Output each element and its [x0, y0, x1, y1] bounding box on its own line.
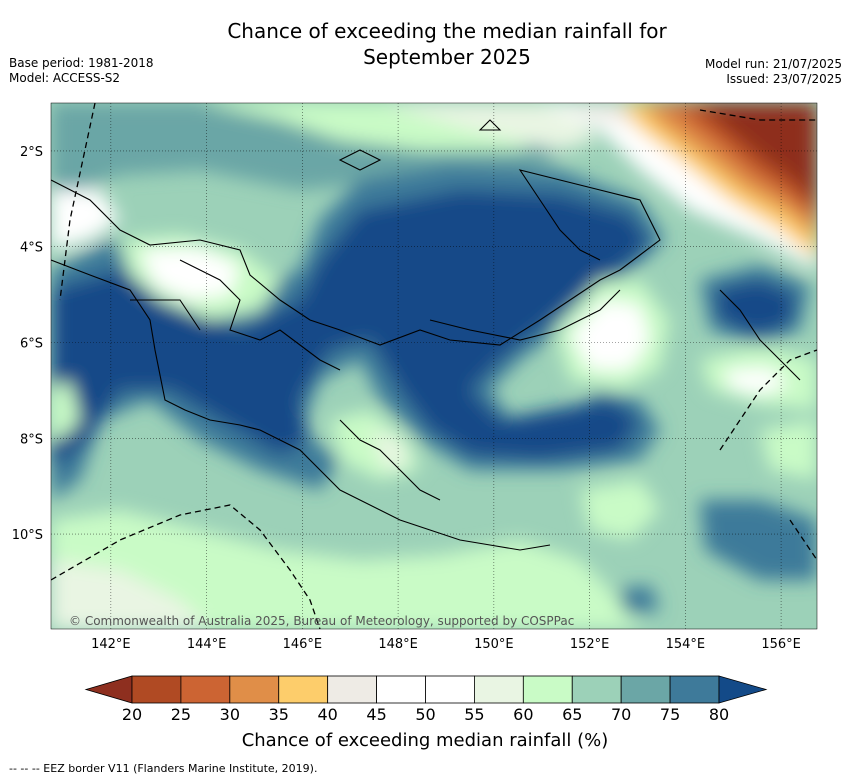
- x-tick-label: 156°E: [761, 637, 801, 652]
- base-period-text: Base period: 1981-2018: [9, 56, 154, 70]
- x-axis-ticks: 142°E 144°E 146°E 148°E 150°E 152°E 154°E 156°E: [91, 637, 801, 652]
- y-tick-label: 8°S: [20, 432, 43, 447]
- x-tick-label: 142°E: [91, 637, 131, 652]
- colorbar-bin: [522, 675, 573, 704]
- colorbar-bin: [229, 675, 280, 704]
- colorbar-bin: [278, 675, 329, 704]
- colorbar: 20 25 30 35 40 45 50 55 60 65 70 75 80: [84, 675, 768, 724]
- coastlines: [51, 119, 801, 551]
- eez-borders: [51, 103, 817, 629]
- colorbar-tick-label: 40: [317, 705, 337, 724]
- y-tick-label: 4°S: [20, 241, 43, 256]
- metadata-left: Base period: 1981-2018 Model: ACCESS-S2: [9, 56, 154, 86]
- colorbar-tick-label: 20: [122, 705, 142, 724]
- y-tick-label: 6°S: [20, 337, 43, 352]
- copyright-text: © Commonwealth of Australia 2025, Bureau…: [69, 614, 574, 628]
- colorbar-tick-label: 80: [709, 705, 729, 724]
- model-run-text: Model run: 21/07/2025: [704, 57, 842, 71]
- eez-east: [719, 349, 817, 451]
- png-north-coast: [51, 169, 661, 346]
- colorbar-tick-label: 60: [513, 705, 533, 724]
- map-frame: [50, 102, 818, 630]
- issued-text: Issued: 23/07/2025: [726, 72, 842, 86]
- colorbar-bin: [474, 675, 524, 704]
- x-tick-label: 146°E: [283, 637, 323, 652]
- bougainville-coast: [719, 289, 801, 381]
- chart-title: Chance of exceeding the median rainfall …: [0, 18, 850, 70]
- y-tick-label: 10°S: [12, 528, 43, 543]
- colorbar-arrow-high: [718, 675, 768, 704]
- manus-island: [338, 149, 382, 171]
- eez-legend-text: -- -- -- EEZ border V11 (Flanders Marine…: [9, 762, 318, 775]
- x-tick-label: 148°E: [378, 637, 418, 652]
- x-tick-label: 150°E: [474, 637, 514, 652]
- colorbar-bin: [376, 675, 426, 704]
- colorbar-tick-label: 55: [464, 705, 484, 724]
- metadata-right: Model run: 21/07/2025 Issued: 23/07/2025: [705, 57, 842, 87]
- eez-south: [51, 504, 321, 629]
- graticule: [51, 103, 817, 629]
- eez-northeast: [699, 109, 817, 121]
- colorbar-tick-label: 35: [269, 705, 289, 724]
- png-south-coast: [51, 259, 551, 551]
- colorbar-bin: [425, 675, 475, 704]
- province-border-2: [130, 299, 201, 331]
- x-tick-label: 154°E: [666, 637, 706, 652]
- model-text: Model: ACCESS-S2: [9, 71, 121, 85]
- colorbar-tick-label: 30: [220, 705, 240, 724]
- colorbar-tick-label: 25: [171, 705, 191, 724]
- y-axis-ticks: 2°S 4°S 6°S 8°S 10°S: [12, 145, 43, 543]
- colorbar-bin: [327, 675, 377, 704]
- colorbar-bin: [131, 675, 182, 704]
- small-island: [478, 119, 502, 131]
- title-line-2: September 2025: [363, 45, 531, 69]
- new-britain-coast: [429, 289, 621, 341]
- eez-west-north: [59, 103, 96, 301]
- colorbar-tick-label: 70: [611, 705, 631, 724]
- field-shading: [51, 103, 817, 629]
- colorbar-bin: [180, 675, 231, 704]
- colorbar-tick-label: 75: [660, 705, 680, 724]
- colorbar-tick-label: 65: [562, 705, 582, 724]
- x-tick-label: 152°E: [570, 637, 610, 652]
- y-tick-label: 2°S: [20, 145, 43, 160]
- colorbar-label: Chance of exceeding median rainfall (%): [241, 730, 609, 751]
- colorbar-bin: [571, 675, 622, 704]
- colorbar-tick-label: 45: [366, 705, 386, 724]
- colorbar-bin: [669, 675, 720, 704]
- x-tick-label: 144°E: [187, 637, 227, 652]
- colorbar-tick-label: 50: [415, 705, 435, 724]
- title-line-1: Chance of exceeding the median rainfall …: [227, 19, 667, 43]
- peninsula-coast: [339, 419, 441, 501]
- eez-southeast: [789, 519, 817, 561]
- colorbar-bin: [620, 675, 671, 704]
- province-border: [179, 259, 341, 371]
- colorbar-arrow-low: [84, 675, 133, 704]
- map-field: [51, 103, 817, 629]
